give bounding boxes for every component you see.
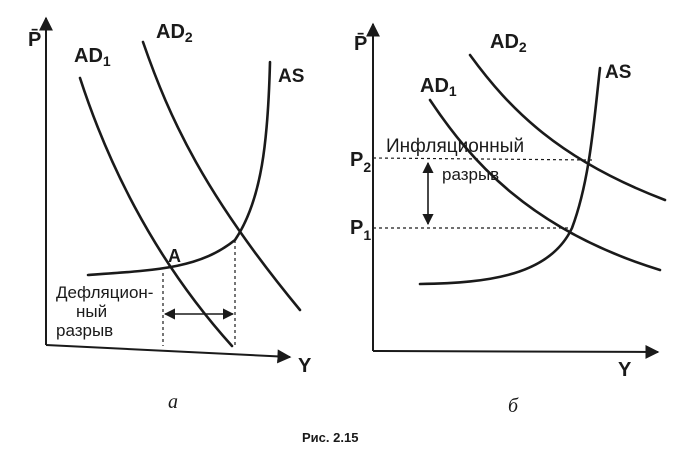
figure-caption: Рис. 2.15 <box>302 430 358 445</box>
left-gap-text-2: ный <box>76 302 107 321</box>
right-dashed-p2 <box>372 157 593 161</box>
left-gap-text-3: разрыв <box>56 321 113 340</box>
right-x-axis-label: Y <box>618 359 632 381</box>
left-as-curve <box>86 60 272 277</box>
left-y-axis-label: P̄ <box>28 29 41 51</box>
right-x-axis <box>372 344 660 359</box>
right-gap-text-2: разрыв <box>442 165 499 184</box>
right-as-label: AS <box>605 62 631 83</box>
left-ad2-label: AD2 <box>156 21 193 45</box>
right-caption: б <box>508 395 519 417</box>
left-point-a-label: A <box>168 246 181 266</box>
left-ad1-label: AD1 <box>74 45 111 69</box>
right-ad1-label: AD1 <box>420 75 457 99</box>
left-x-axis-label: Y <box>298 355 312 377</box>
left-x-axis <box>45 344 292 364</box>
left-caption: а <box>168 391 178 413</box>
left-gap-text-1: Дефляцион- <box>56 283 153 302</box>
right-gap-text-1: Инфляционный <box>386 136 524 157</box>
right-p2-label: P2 <box>350 149 371 175</box>
right-ad1-curve <box>428 98 662 272</box>
left-as-label: AS <box>278 66 304 87</box>
left-ad2-curve <box>141 40 302 312</box>
right-ad2-label: AD2 <box>490 31 527 55</box>
right-ad2-curve <box>468 53 667 202</box>
right-y-axis-label: P̄ <box>354 33 367 55</box>
left-diagram: P̄ Y AD1 AD2 AS A Дефляцион- ный разрыв … <box>28 16 312 413</box>
right-p1-label: P1 <box>350 217 371 243</box>
right-diagram: P̄ Y AD1 AD2 AS P2 P1 Инфляционный разры… <box>350 22 667 417</box>
